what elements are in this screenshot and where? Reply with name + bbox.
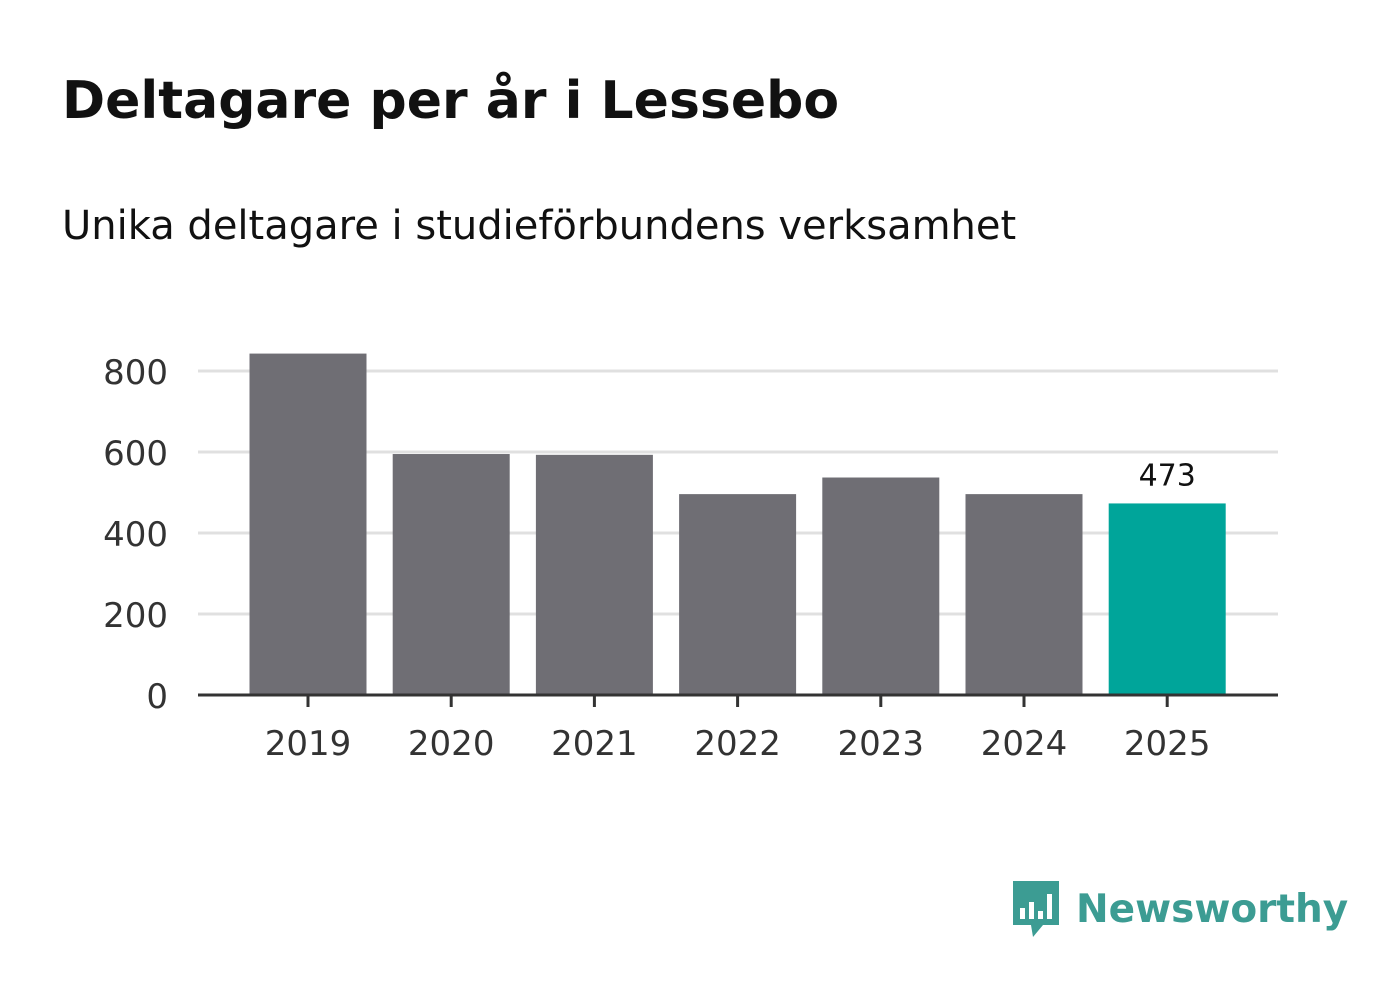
x-tick-label: 2020 bbox=[408, 724, 495, 764]
x-tick-label: 2022 bbox=[694, 724, 781, 764]
newsworthy-logo-icon bbox=[1013, 881, 1059, 937]
bar bbox=[965, 494, 1083, 695]
y-tick-label: 0 bbox=[146, 677, 168, 717]
bar bbox=[392, 454, 510, 695]
y-tick-label: 400 bbox=[103, 515, 168, 555]
brand-name: Newsworthy bbox=[1076, 886, 1349, 932]
y-tick-label: 200 bbox=[103, 596, 168, 636]
bar bbox=[679, 494, 797, 695]
chart-subtitle: Unika deltagare i studieförbundens verks… bbox=[62, 203, 1017, 249]
bar bbox=[1108, 503, 1226, 695]
brand-logo: Newsworthy bbox=[1010, 878, 1348, 940]
x-tick-label: 2019 bbox=[265, 724, 352, 764]
x-tick-label: 2021 bbox=[551, 724, 638, 764]
bar bbox=[249, 353, 367, 695]
chart-title: Deltagare per år i Lessebo bbox=[62, 71, 840, 131]
x-tick-label: 2025 bbox=[1124, 724, 1211, 764]
x-tick-label: 2024 bbox=[981, 724, 1068, 764]
data-label: 473 bbox=[1139, 458, 1196, 493]
y-tick-label: 800 bbox=[103, 353, 168, 393]
bar bbox=[535, 454, 653, 695]
x-tick-label: 2023 bbox=[838, 724, 925, 764]
y-tick-label: 600 bbox=[103, 434, 168, 474]
bar bbox=[822, 477, 940, 695]
